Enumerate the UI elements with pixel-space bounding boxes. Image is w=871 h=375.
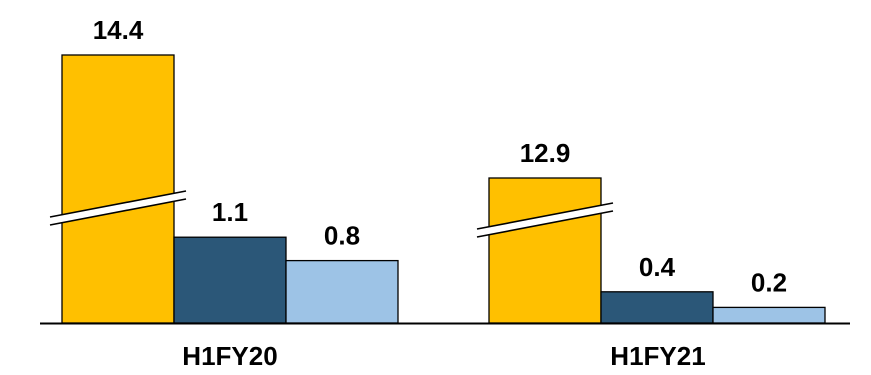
- bar-series-1-h1fy21: [488, 177, 602, 324]
- axis-break-line: [49, 198, 187, 226]
- bar-series-3-h1fy21: [712, 306, 826, 324]
- category-label-h1fy20: H1FY20: [182, 341, 277, 371]
- category-label-h1fy21: H1FY21: [610, 341, 705, 371]
- axis-break-gap: [477, 203, 613, 237]
- bars-layer: [61, 54, 826, 324]
- value-label: 12.9: [520, 138, 571, 168]
- value-label: 0.4: [639, 252, 676, 282]
- value-labels-layer: 14.4 12.9 1.1 0.4 0.8 0.2: [93, 15, 787, 297]
- axis-break-gap: [50, 191, 186, 225]
- axis-breaks-layer: [49, 190, 614, 238]
- axis-break-line: [476, 202, 614, 230]
- bar-series-2-h1fy20: [173, 236, 287, 324]
- bar-series-2-h1fy21: [600, 291, 714, 324]
- bar-series-1-h1fy20: [61, 54, 175, 324]
- bar-series-3-h1fy20: [285, 259, 399, 324]
- value-label: 14.4: [93, 15, 144, 45]
- value-label: 1.1: [212, 197, 248, 227]
- axis-break-line: [49, 190, 187, 218]
- value-label: 0.2: [751, 267, 787, 297]
- axis-break-line: [476, 210, 614, 238]
- value-label: 0.8: [324, 221, 360, 251]
